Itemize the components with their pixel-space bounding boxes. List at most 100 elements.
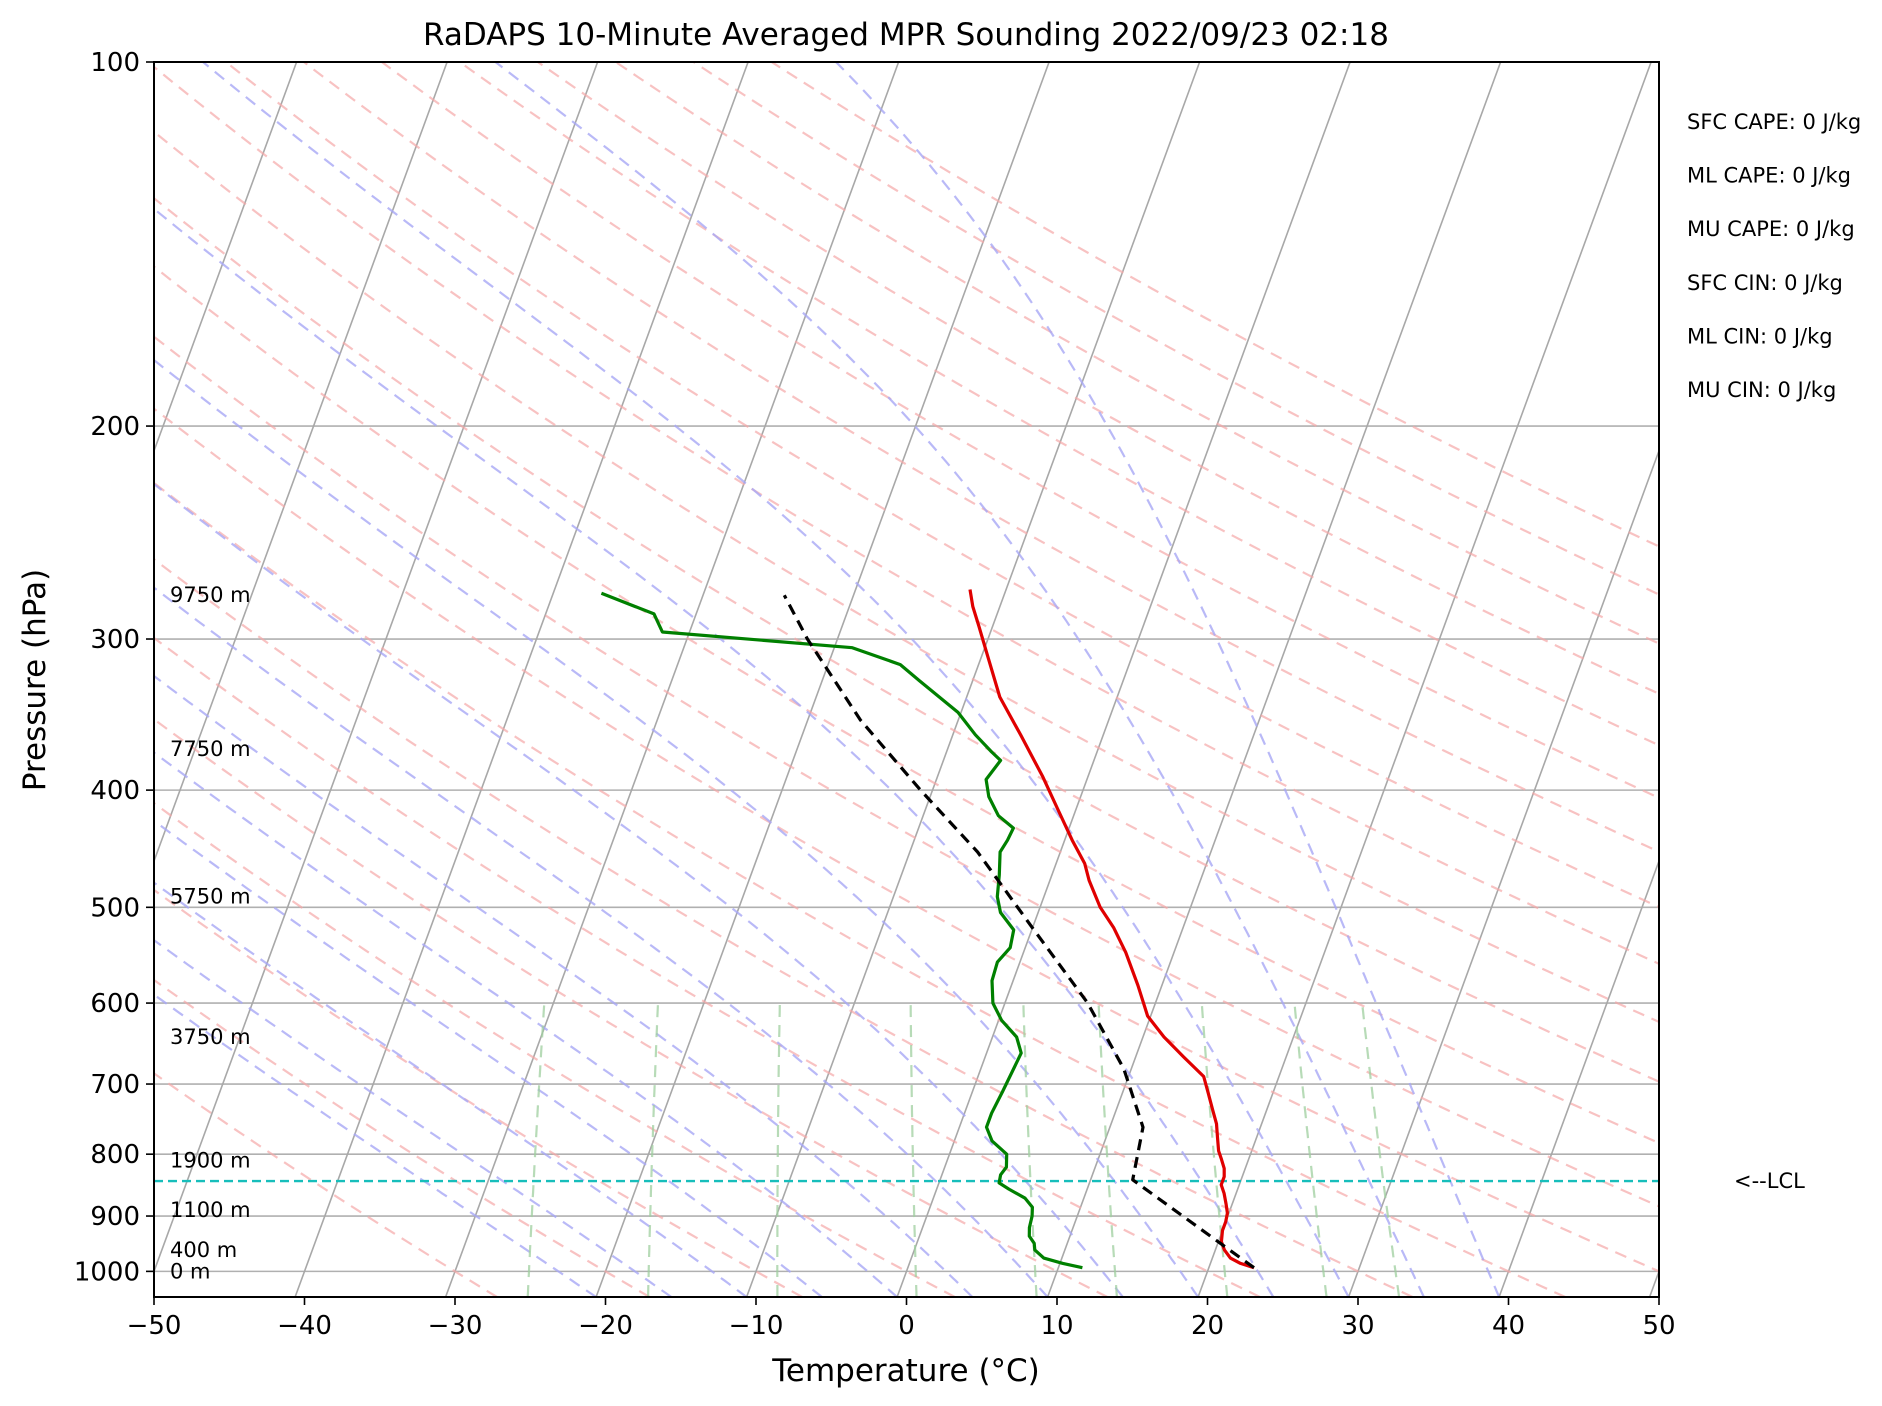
x-tick-label: −10 (729, 1311, 784, 1341)
dry-adiabat (154, 1072, 498, 1297)
height-label: 5750 m (170, 885, 251, 909)
dewpoint-profile (600, 591, 1083, 1270)
lcl-label: <--LCL (1734, 1169, 1805, 1193)
dry-adiabat (154, 636, 1261, 1297)
dry-adiabat (380, 62, 1659, 800)
isotherm-line (896, 62, 1351, 1297)
y-tick-label: 100 (90, 48, 140, 78)
dry-adiabat (224, 62, 1659, 909)
y-tick-label: 200 (90, 412, 140, 442)
stability-index: SFC CIN: 0 J/kg (1687, 271, 1843, 295)
y-tick-label: 300 (90, 625, 140, 655)
dry-adiabat (154, 801, 956, 1297)
y-tick-label: 500 (90, 893, 140, 923)
x-axis-title: Temperature (°C) (771, 1353, 1040, 1389)
stability-indices: SFC CAPE: 0 J/kg ML CAPE: 0 J/kg MU CAPE: … (1687, 110, 1861, 402)
isotherm-line (154, 62, 298, 454)
dry-adiabat (154, 717, 1108, 1297)
mixing-ratio-line (647, 1003, 660, 1297)
isotherm-line (154, 62, 599, 1274)
mixing-ratio-line (1097, 1003, 1118, 1297)
chart-title: RaDAPS 10-Minute Averaged MPR Sounding 2… (423, 17, 1389, 53)
isotherm-line (1046, 62, 1502, 1297)
height-label: 9750 m (170, 583, 251, 607)
mixing-ratio-line (776, 1003, 781, 1297)
mixing-ratio-line (1293, 1002, 1328, 1297)
isotherm-line (1648, 1269, 1659, 1297)
height-label: 0 m (170, 1259, 211, 1283)
background-lines (154, 62, 1882, 1297)
dry-adiabat (154, 130, 1659, 1024)
isotherm-line (444, 62, 900, 1297)
y-tick-label: 1000 (74, 1257, 140, 1287)
x-tick-label: 0 (898, 1311, 915, 1341)
moist-adiabat (154, 482, 1124, 1297)
moist-adiabat (154, 819, 823, 1297)
x-tick-label: 50 (1642, 1311, 1675, 1341)
dry-adiabat (691, 62, 1659, 596)
x-tick-label: 40 (1492, 1311, 1525, 1341)
height-label: 1900 m (170, 1149, 251, 1173)
y-tick-label: 900 (90, 1202, 140, 1232)
stability-index: MU CIN: 0 J/kg (1687, 378, 1836, 402)
dry-adiabat (302, 62, 1659, 853)
sounding-profiles (600, 589, 1255, 1270)
dry-adiabat (154, 65, 1659, 965)
parcel-profile (782, 594, 1255, 1269)
dry-adiabat (154, 265, 1659, 1145)
mixing-ratio-line (1361, 1002, 1401, 1297)
height-label: 3750 m (170, 1025, 251, 1049)
moist-adiabat (201, 62, 1350, 1297)
dry-adiabat (154, 196, 1659, 1083)
dry-adiabat (154, 978, 651, 1297)
x-tick-label: −30 (428, 1311, 483, 1341)
isotherm-line (1498, 858, 1659, 1297)
moist-adiabat (154, 751, 898, 1297)
dry-adiabat (154, 407, 1659, 1273)
stability-index: SFC CAPE: 0 J/kg (1687, 110, 1861, 134)
x-tick-label: −50 (127, 1311, 182, 1341)
moist-adiabat (154, 881, 748, 1297)
stability-index: MU CAPE: 0 J/kg (1687, 217, 1855, 241)
mixing-ratio-line (526, 1003, 546, 1297)
temperature-profile (968, 589, 1255, 1270)
isotherm-line (154, 62, 448, 864)
moist-adiabat (154, 938, 673, 1297)
dry-adiabat (535, 62, 1659, 696)
moist-adiabat (493, 62, 1425, 1297)
moist-adiabat (154, 358, 1200, 1297)
moist-adiabat (154, 207, 1275, 1297)
x-tick-label: −20 (578, 1311, 633, 1341)
y-axis: 100 200 300 400 500 600 700 800 900 1000 (74, 48, 154, 1287)
height-label: 1100 m (170, 1198, 251, 1222)
moist-adiabat (154, 674, 974, 1297)
dry-adiabat (154, 557, 1414, 1297)
stability-index: ML CAPE: 0 J/kg (1687, 164, 1851, 188)
dry-adiabat (457, 62, 1659, 747)
isotherm-line (1800, 62, 1882, 1297)
dry-adiabat (154, 335, 1659, 1208)
dry-adiabat (154, 481, 1566, 1297)
y-tick-label: 600 (90, 989, 140, 1019)
moist-adiabat (834, 62, 1501, 1297)
x-tick-label: 10 (1040, 1311, 1073, 1341)
isotherm-line (1197, 62, 1652, 1297)
x-tick-label: 20 (1191, 1311, 1224, 1341)
y-tick-label: 700 (90, 1070, 140, 1100)
y-tick-label: 800 (90, 1140, 140, 1170)
isotherm-line (1347, 448, 1659, 1297)
height-label: 7750 m (170, 737, 251, 761)
x-axis: −50 −40 −30 −20 −10 0 10 20 30 40 50 (127, 1297, 1676, 1341)
x-tick-label: 30 (1341, 1311, 1374, 1341)
height-label: 400 m (170, 1238, 237, 1262)
dry-adiabat (613, 62, 1659, 645)
moist-adiabat (154, 993, 597, 1297)
mixing-ratio-line (1022, 1003, 1038, 1297)
y-tick-label: 400 (90, 776, 140, 806)
isotherm-line (294, 62, 749, 1297)
stability-index: ML CIN: 0 J/kg (1687, 324, 1833, 348)
mixing-ratio-line (1200, 1003, 1229, 1297)
